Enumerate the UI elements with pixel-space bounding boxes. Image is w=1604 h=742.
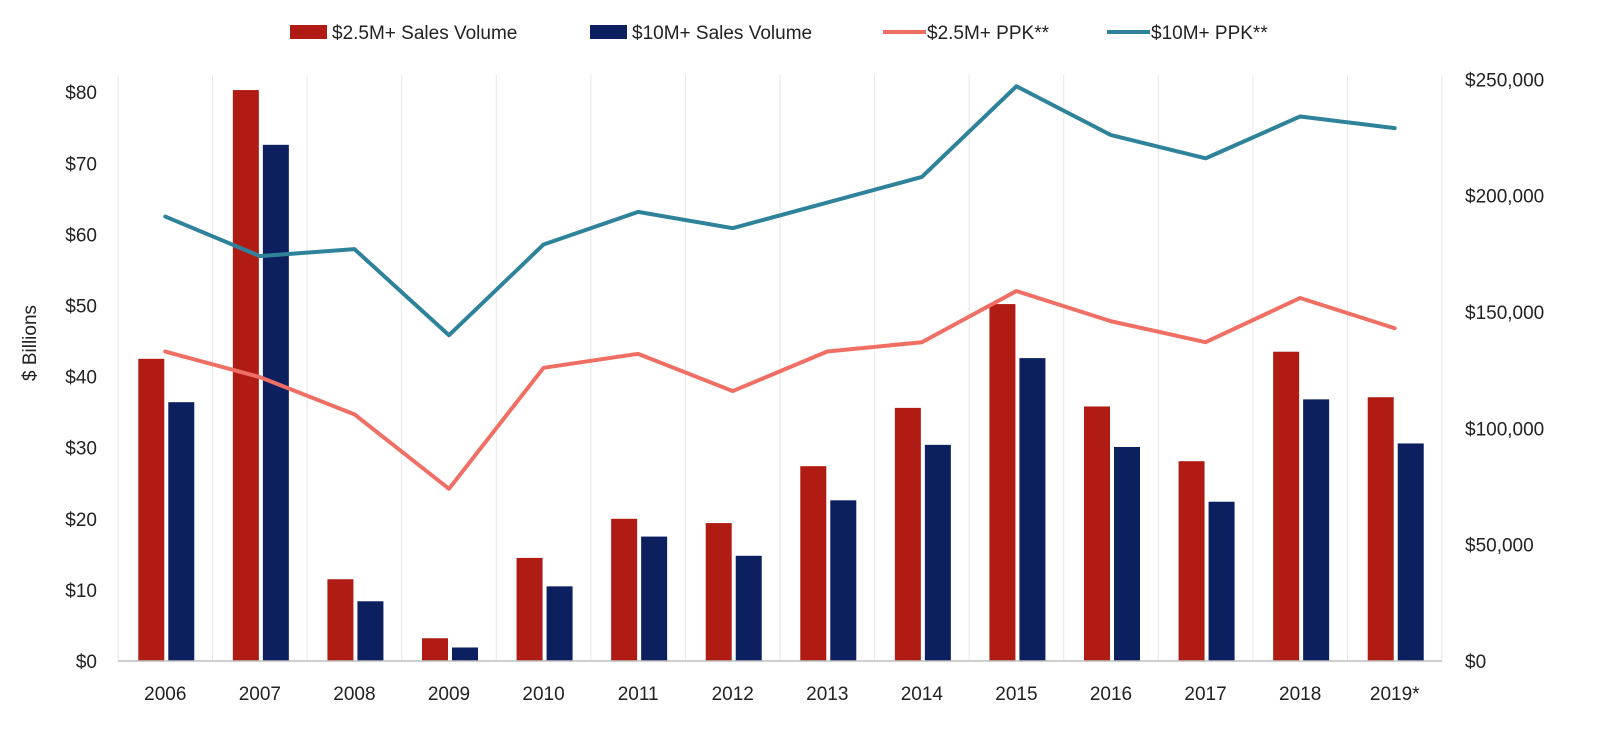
legend: $2.5M+ Sales Volume $10M+ Sales Volume $2.… [290,23,1268,44]
x-tick-label: 2007 [239,684,281,705]
y-right-tick-label: $50,000 [1465,536,1534,557]
bar-2-5m-sales-volume [611,518,638,661]
x-tick-label: 2019* [1370,684,1420,705]
bar-2-5m-sales-volume [800,466,827,661]
bar-2-5m-sales-volume [1084,406,1110,661]
bar-10m-sales-volume [357,601,384,661]
bar-2-5m-sales-volume [1178,461,1205,661]
bar-2-5m-sales-volume [138,358,165,661]
line-10m-ppk [163,84,1397,338]
bar-10m-sales-volume [262,144,289,662]
bar-2-5m-sales-volume [1273,351,1300,661]
legend-label: $10M+ PPK** [1151,23,1268,44]
bar-10m-sales-volume [1114,446,1140,661]
y-left-tick-label: $40 [65,368,97,389]
bar-2-5m-sales-volume [422,638,448,661]
bar-2-5m-sales-volume [516,557,543,661]
y-left-tick-label: $50 [65,297,97,318]
bars [138,90,1424,662]
x-tick-label: 2006 [144,684,186,705]
bar-10m-sales-volume [735,555,762,661]
bar-2-5m-sales-volume [327,579,354,661]
x-tick-label: 2017 [1184,684,1226,705]
bar-10m-sales-volume [1397,443,1424,661]
x-tick-label: 2016 [1090,684,1132,705]
legend-label: $10M+ Sales Volume [632,23,812,44]
x-tick-label: 2011 [618,684,659,705]
y-left-tick-label: $80 [65,83,97,104]
axes: 2006 2007 2008 2009 2010 2011 2012 2013 2014 2015… [65,70,1544,705]
bar-10m-sales-volume [830,500,857,661]
y-right-tick-label: $250,000 [1465,70,1544,91]
x-tick-label: 2015 [995,684,1037,705]
legend-swatch [590,25,627,39]
y-right-tick-label: $150,000 [1465,303,1544,324]
bar-2-5m-sales-volume [705,523,732,661]
bar-2-5m-sales-volume [989,304,1016,661]
gridlines [117,75,1443,661]
y-right-tick-label: $0 [1465,652,1486,673]
legend-label: $2.5M+ PPK** [927,23,1050,44]
x-tick-label: 2013 [806,684,848,705]
bar-10m-sales-volume [1019,358,1046,661]
line-2-5m-ppk [163,289,1397,491]
bar-10m-sales-volume [168,402,195,661]
x-tick-label: 2010 [522,684,564,705]
x-tick-label: 2014 [901,684,944,705]
bar-10m-sales-volume [546,586,573,661]
bar-10m-sales-volume [1303,399,1330,661]
bar-10m-sales-volume [641,536,668,661]
x-tick-label: 2009 [428,684,470,705]
y-left-tick-label: $70 [65,154,97,175]
bar-10m-sales-volume [452,647,478,661]
bar-2-5m-sales-volume [894,407,921,661]
y-left-tick-label: $10 [65,581,97,602]
y-left-tick-label: $20 [65,510,97,531]
lines [163,84,1397,491]
bar-10m-sales-volume [1208,501,1235,661]
y-axis-title: $ Billions [20,305,41,381]
y-left-tick-label: $0 [76,652,97,673]
legend-label: $2.5M+ Sales Volume [332,23,517,44]
y-left-tick-label: $30 [65,439,97,460]
x-tick-label: 2012 [712,684,754,705]
x-tick-label: 2008 [333,684,375,705]
y-right-tick-label: $100,000 [1465,419,1544,440]
legend-swatch [290,25,327,39]
x-tick-label: 2018 [1279,684,1321,705]
y-left-tick-label: $60 [65,225,97,246]
bar-2-5m-sales-volume [1367,397,1394,661]
y-right-tick-label: $200,000 [1465,187,1544,208]
bar-10m-sales-volume [924,444,951,661]
